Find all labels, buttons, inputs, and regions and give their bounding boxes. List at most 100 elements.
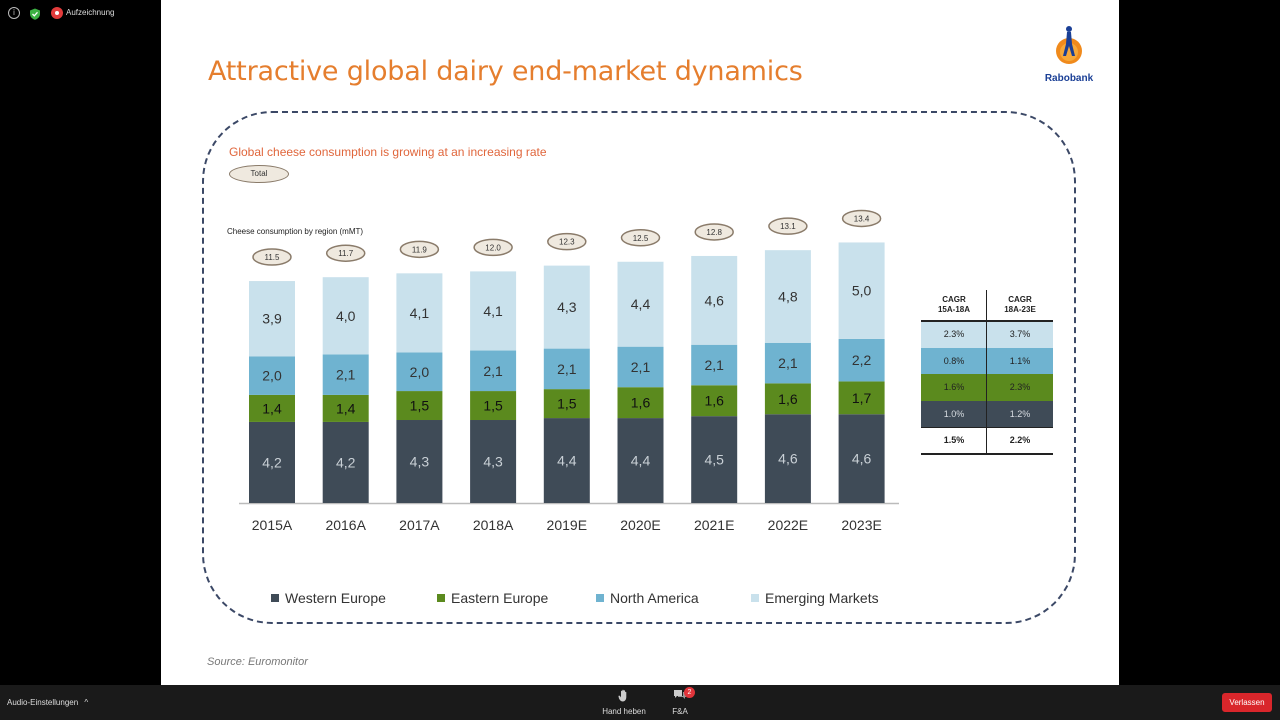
cagr-cell-15-18: 1.0% [943, 408, 965, 419]
bar-segment-emerging-markets [470, 271, 517, 351]
hand-icon [617, 689, 631, 702]
bar-data-label: 4,6 [704, 292, 724, 308]
meeting-status-bar: i Aufzeichnung [0, 0, 160, 28]
leave-button[interactable]: Verlassen [1222, 693, 1272, 712]
cagr-cell-15-18: 0.8% [943, 355, 965, 366]
bar-data-label: 2,1 [557, 361, 577, 377]
raise-hand-button[interactable]: Hand heben [600, 689, 648, 717]
bar-data-label: 1,5 [483, 398, 503, 414]
bar-data-label: 4,8 [778, 288, 798, 304]
qa-label: F&A [672, 707, 688, 716]
bar-data-label: 2,1 [704, 357, 724, 373]
bar-segment-emerging-markets [543, 265, 590, 349]
legend-label: North America [610, 590, 699, 606]
cagr-cell-18-23: 1.1% [1009, 355, 1031, 366]
x-tick-label: 2023E [841, 517, 881, 533]
bar-segment-emerging-markets [691, 255, 738, 345]
total-pill: Total [229, 165, 289, 183]
bar-segment-eastern-europe [617, 387, 664, 419]
chart-label: Cheese consumption by region (mMT) [227, 227, 364, 236]
cagr-cell-18-23: 2.3% [1009, 382, 1031, 392]
cagr-cell-18-23: 1.2% [1009, 408, 1031, 419]
bar-segment-western-europe [617, 418, 664, 503]
audio-settings-button[interactable]: Audio-Einstellungen ^ [7, 698, 88, 707]
bar-data-label: 4,2 [262, 454, 282, 470]
rabobank-logo: Rabobank [1041, 22, 1097, 88]
bar-data-label: 5,0 [852, 283, 872, 299]
legend-swatch [751, 594, 759, 602]
x-tick-label: 2021E [694, 517, 734, 533]
logo-text: Rabobank [1044, 73, 1094, 84]
x-tick-label: 2019E [547, 517, 587, 533]
bar-data-label: 2,1 [336, 367, 356, 383]
stacked-bar-chart: 4,2 1,4 2,0 3,9 11.5 2015A 4,2 1,4 2,1 4,0 11.7 201… [239, 209, 899, 533]
bar-data-label: 2,1 [483, 363, 503, 379]
cagr-cell-18-23: 3.7% [1009, 329, 1031, 339]
bar-segment-north-america [838, 338, 885, 382]
bar-data-label: 2,0 [410, 364, 430, 380]
bar-data-label: 1,7 [852, 390, 872, 406]
bar-segment-eastern-europe [249, 394, 295, 422]
bar-segment-western-europe [764, 414, 811, 503]
bar-segment-emerging-markets [249, 281, 295, 357]
rabobank-logo-icon [1056, 26, 1082, 64]
cagr-cell-15-18: 1.6% [943, 382, 965, 392]
bar-data-label: 4,6 [852, 451, 872, 467]
bar-segment-emerging-markets [322, 277, 369, 355]
total-pill-shape [768, 217, 808, 235]
bar-segment-eastern-europe [396, 391, 443, 421]
cagr-header-18-23: CAGR 18A-23E [987, 290, 1053, 320]
total-label: 12.3 [559, 238, 575, 247]
bar-data-label: 1,5 [410, 398, 430, 414]
bar-segment-north-america [322, 354, 369, 395]
bar-data-label: 4,0 [336, 308, 356, 324]
bar-segment-western-europe [470, 420, 517, 503]
bar-segment-eastern-europe [764, 383, 811, 415]
x-tick-label: 2018A [473, 517, 514, 533]
total-label: 11.9 [412, 245, 428, 254]
legend-swatch [437, 594, 445, 602]
legend-swatch [596, 594, 604, 602]
bar-data-label: 4,3 [557, 299, 577, 315]
cagr-row: 1.0% 1.2% [921, 400, 1053, 428]
shield-icon[interactable] [29, 7, 41, 20]
bar-data-label: 1,6 [631, 395, 651, 411]
bar-segment-emerging-markets [617, 261, 664, 347]
total-pill-shape [399, 240, 440, 259]
bar-segment-western-europe [838, 414, 885, 503]
chevron-up-icon: ^ [84, 698, 89, 707]
total-label: 13.1 [780, 222, 796, 231]
x-tick-label: 2015A [252, 517, 293, 533]
total-pill-shape [547, 232, 587, 251]
bar-segment-eastern-europe [691, 385, 738, 417]
info-icon[interactable]: i [8, 7, 20, 19]
recording-label: Aufzeichnung [66, 8, 115, 17]
qa-notification-badge: 2 [684, 687, 695, 698]
bar-data-label: 4,4 [631, 296, 651, 312]
x-tick-label: 2022E [768, 517, 808, 533]
bar-data-label: 4,5 [704, 452, 724, 468]
cagr-total-rule [921, 427, 1053, 428]
cagr-row: 2.3% 3.7% [921, 321, 1053, 348]
bar-segment-western-europe [249, 421, 295, 503]
bar-data-label: 4,3 [483, 454, 503, 470]
slide-title: Attractive global dairy end-market dynam… [208, 56, 803, 87]
cagr-cell-15-18: 2.3% [943, 329, 965, 339]
total-pill-shape [473, 238, 513, 257]
bar-data-label: 4,2 [336, 454, 356, 470]
legend-swatch [271, 594, 279, 602]
bar-segment-north-america [543, 348, 590, 390]
cagr-row: 0.8% 1.1% [921, 347, 1053, 375]
x-tick-label: 2017A [399, 517, 440, 533]
bar-data-label: 2,1 [778, 355, 798, 371]
bar-segment-north-america [249, 356, 295, 395]
cagr-header-rule [921, 320, 1053, 322]
bar-segment-western-europe [396, 420, 443, 503]
bar-data-label: 1,4 [336, 400, 356, 416]
total-pill-shape [252, 248, 292, 266]
qa-button[interactable]: 2 F&A [664, 687, 696, 717]
cagr-row: 1.5% 2.2% [921, 427, 1053, 454]
bar-segment-eastern-europe [543, 389, 590, 419]
bar-segment-north-america [617, 346, 664, 388]
total-label: 13.4 [854, 214, 870, 223]
